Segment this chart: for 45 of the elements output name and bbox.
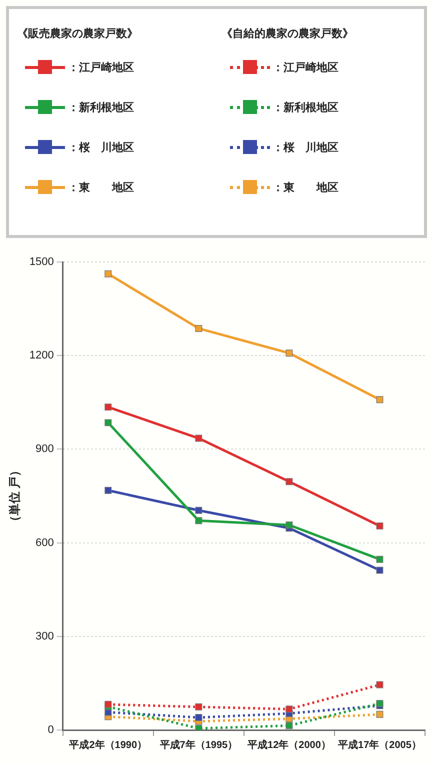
- y-tick-label: 0: [48, 724, 54, 736]
- point: [195, 434, 202, 442]
- point: [376, 566, 384, 574]
- x-tick-label: 平成7年（1995）: [158, 738, 238, 751]
- point: [376, 522, 384, 530]
- y-axis-title: （単位 戸）: [8, 464, 22, 528]
- x-tick-label: 平成12年（2000）: [246, 738, 331, 751]
- point: [376, 681, 384, 688]
- legend-label: ：新利根地区: [68, 100, 134, 114]
- y-tick-label: 300: [36, 630, 54, 642]
- y-tick-label: 1500: [29, 256, 54, 268]
- point: [195, 517, 202, 524]
- point: [286, 706, 293, 713]
- point: [195, 324, 202, 332]
- point: [195, 724, 202, 730]
- point: [104, 419, 112, 426]
- legend-label: ：江戸崎地区: [68, 60, 134, 74]
- text: 《自給的農家の農家戸数》: [222, 26, 354, 42]
- point: [195, 703, 202, 710]
- y-tick-label: 600: [36, 536, 54, 549]
- point: [286, 478, 293, 486]
- point: [286, 350, 293, 357]
- x-tick-label: 平成17年（2005）: [337, 738, 422, 751]
- y-tick-label: 900: [36, 443, 54, 456]
- y-tick-label: 1200: [29, 350, 54, 362]
- point: [104, 404, 112, 411]
- point: [104, 700, 112, 708]
- legend-label: ：桜 川地区: [68, 140, 134, 154]
- point: [104, 486, 112, 494]
- legend-label: ：新利根地区: [272, 100, 338, 114]
- point: [376, 396, 384, 404]
- x-tick-label: 平成2年（1990）: [68, 738, 148, 751]
- point: [286, 722, 293, 730]
- legend-label: ：東 地区: [68, 180, 134, 194]
- legend-label: ：桜 川地区: [272, 140, 338, 154]
- legend-label: ：江戸崎地区: [272, 60, 338, 74]
- legend-label: ：東 地区: [272, 180, 338, 194]
- point: [286, 522, 293, 528]
- point: [376, 710, 384, 718]
- point: [376, 700, 384, 707]
- text: 《販売農家の農家戸数》: [17, 26, 139, 42]
- point: [195, 714, 202, 721]
- point: [104, 270, 112, 278]
- point: [376, 556, 384, 563]
- point: [195, 506, 202, 514]
